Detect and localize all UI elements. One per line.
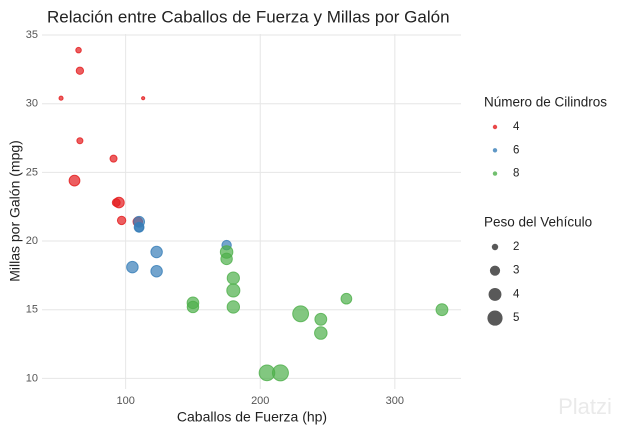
- point: [133, 215, 146, 228]
- legend-title: Número de Cilindros: [484, 95, 607, 110]
- point: [58, 95, 64, 101]
- legend-label: 5: [513, 312, 519, 324]
- x-axis-label: Caballos de Fuerza (hp): [177, 409, 327, 425]
- point: [116, 215, 127, 226]
- y-tick-label: 25: [26, 166, 38, 178]
- size-legend-key: [488, 287, 502, 301]
- x-tick-label: 200: [251, 395, 269, 407]
- point: [186, 300, 200, 314]
- point: [113, 196, 125, 209]
- x-tick-label: 300: [386, 395, 404, 407]
- y-axis-label: Millas por Galón (mpg): [7, 140, 23, 282]
- legend-title: Peso del Vehículo: [484, 215, 592, 230]
- chart-title: Relación entre Caballos de Fuerza y Mill…: [47, 7, 450, 26]
- legend-label: 4: [513, 288, 520, 300]
- y-tick-label: 35: [26, 29, 38, 41]
- legend-label: 6: [513, 144, 519, 156]
- legend-key: [492, 124, 498, 130]
- x-tick-label: 100: [116, 395, 134, 407]
- legend-label: 2: [513, 241, 519, 253]
- point: [76, 137, 84, 145]
- legend-label: 8: [513, 168, 519, 180]
- point: [340, 292, 353, 305]
- legend-label: 3: [513, 265, 519, 277]
- legend-label: 4: [513, 121, 520, 133]
- point: [219, 245, 234, 259]
- watermark: Platzi: [558, 394, 612, 419]
- point: [435, 303, 449, 317]
- legend-key: [492, 171, 498, 176]
- point: [314, 312, 328, 326]
- point: [109, 154, 118, 163]
- y-tick-label: 30: [26, 98, 38, 110]
- size-legend-key: [491, 243, 499, 251]
- y-tick-label: 20: [26, 235, 38, 247]
- point: [226, 271, 240, 285]
- point: [314, 326, 328, 340]
- y-tick-label: 15: [26, 304, 38, 316]
- point: [226, 283, 241, 298]
- point: [150, 265, 163, 278]
- point: [271, 364, 289, 382]
- point: [75, 66, 85, 75]
- size-legend-key: [489, 265, 501, 276]
- point: [68, 174, 81, 187]
- point: [75, 46, 82, 54]
- point: [150, 245, 163, 259]
- y-tick-label: 10: [26, 372, 38, 384]
- point: [126, 260, 139, 274]
- point: [292, 305, 310, 323]
- size-legend-key: [487, 310, 503, 326]
- point: [226, 300, 241, 314]
- legend-key: [492, 148, 498, 153]
- point: [141, 96, 146, 101]
